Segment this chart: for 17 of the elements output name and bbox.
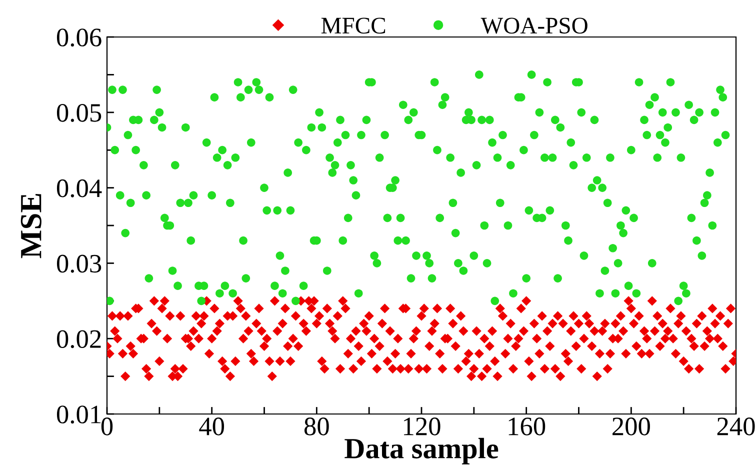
x-tick-label: 0 <box>101 418 113 436</box>
x-tick-label: 200 <box>612 418 650 436</box>
y-tick-label: 0.02 <box>56 330 101 348</box>
x-tick-label: 240 <box>717 418 755 436</box>
legend-label: WOA-PSO <box>480 18 588 34</box>
x-tick-label: 80 <box>304 418 329 436</box>
legend-label: MFCC <box>321 18 386 34</box>
x-axis-title: Data sample <box>344 438 498 464</box>
y-tick-label: 0.06 <box>56 28 102 47</box>
y-axis-title: MSE <box>20 194 42 258</box>
y-tick-label: 0.03 <box>56 254 102 273</box>
y-tick-label: 0.04 <box>56 179 102 198</box>
x-tick-label: 120 <box>404 418 440 436</box>
y-tick-label: 0.05 <box>56 104 102 122</box>
y-tick-label: 0.01 <box>56 406 101 424</box>
x-tick-label: 160 <box>508 418 546 436</box>
x-tick-label: 40 <box>199 418 224 436</box>
